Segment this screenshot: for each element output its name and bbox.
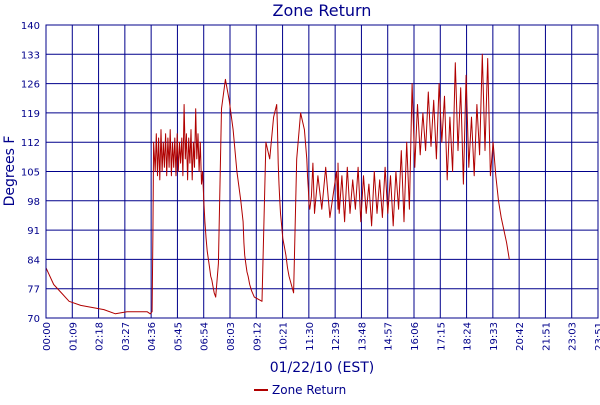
x-tick-labels: 00:00 01:09 02:18 03:27 04:36 05:45 06:54 08:03… <box>42 322 600 351</box>
y-tick-label: 70 <box>27 314 40 325</box>
y-tick-label: 84 <box>27 255 40 266</box>
x-tick-label: 16:06 <box>410 322 421 351</box>
x-tick-label: 23:51 <box>594 322 600 351</box>
x-tick-label: 14:57 <box>384 322 395 351</box>
x-tick-label: 00:00 <box>42 322 53 351</box>
y-tick-label: 133 <box>21 50 40 61</box>
y-tick-label: 98 <box>27 197 40 208</box>
y-tick-label: 77 <box>27 285 40 296</box>
y-tick-label: 119 <box>21 109 40 120</box>
series-layer <box>45 53 510 315</box>
x-tick-label: 23:03 <box>568 322 579 351</box>
x-tick-label: 18:24 <box>463 322 474 351</box>
x-tick-label: 01:09 <box>68 322 79 351</box>
x-tick-label: 08:03 <box>226 322 237 351</box>
chart-title: Zone Return <box>273 1 372 20</box>
x-tick-label: 11:30 <box>305 322 316 351</box>
x-tick-label: 20:42 <box>515 322 526 351</box>
x-tick-label: 10:21 <box>279 322 290 351</box>
x-tick-label: 12:39 <box>331 322 342 351</box>
legend: Zone Return <box>254 383 346 397</box>
y-tick-label: 105 <box>21 168 40 179</box>
x-tick-label: 09:12 <box>252 322 263 351</box>
x-tick-label: 06:54 <box>200 322 211 351</box>
y-tick-label: 91 <box>27 226 40 237</box>
plot-border <box>45 24 599 319</box>
x-tick-label: 03:27 <box>121 322 132 351</box>
y-tick-label: 140 <box>21 21 40 32</box>
series-line-zone-return <box>45 53 510 315</box>
legend-label: Zone Return <box>272 383 346 397</box>
y-tick-label: 112 <box>21 138 40 149</box>
x-tick-label: 05:45 <box>173 322 184 351</box>
x-tick-label: 21:51 <box>541 322 552 351</box>
x-tick-label: 17:15 <box>436 322 447 351</box>
y-axis-label: Degrees F <box>2 136 18 207</box>
x-axis-label: 01/22/10 (EST) <box>270 360 375 376</box>
x-tick-label: 04:36 <box>147 322 158 351</box>
x-tick-label: 13:48 <box>357 322 368 351</box>
x-tick-label: 02:18 <box>95 322 106 351</box>
y-tick-labels: 70 77 84 91 98 105 112 119 126 133 140 <box>21 21 40 325</box>
x-tick-label: 19:33 <box>489 322 500 351</box>
y-tick-label: 126 <box>21 80 40 91</box>
